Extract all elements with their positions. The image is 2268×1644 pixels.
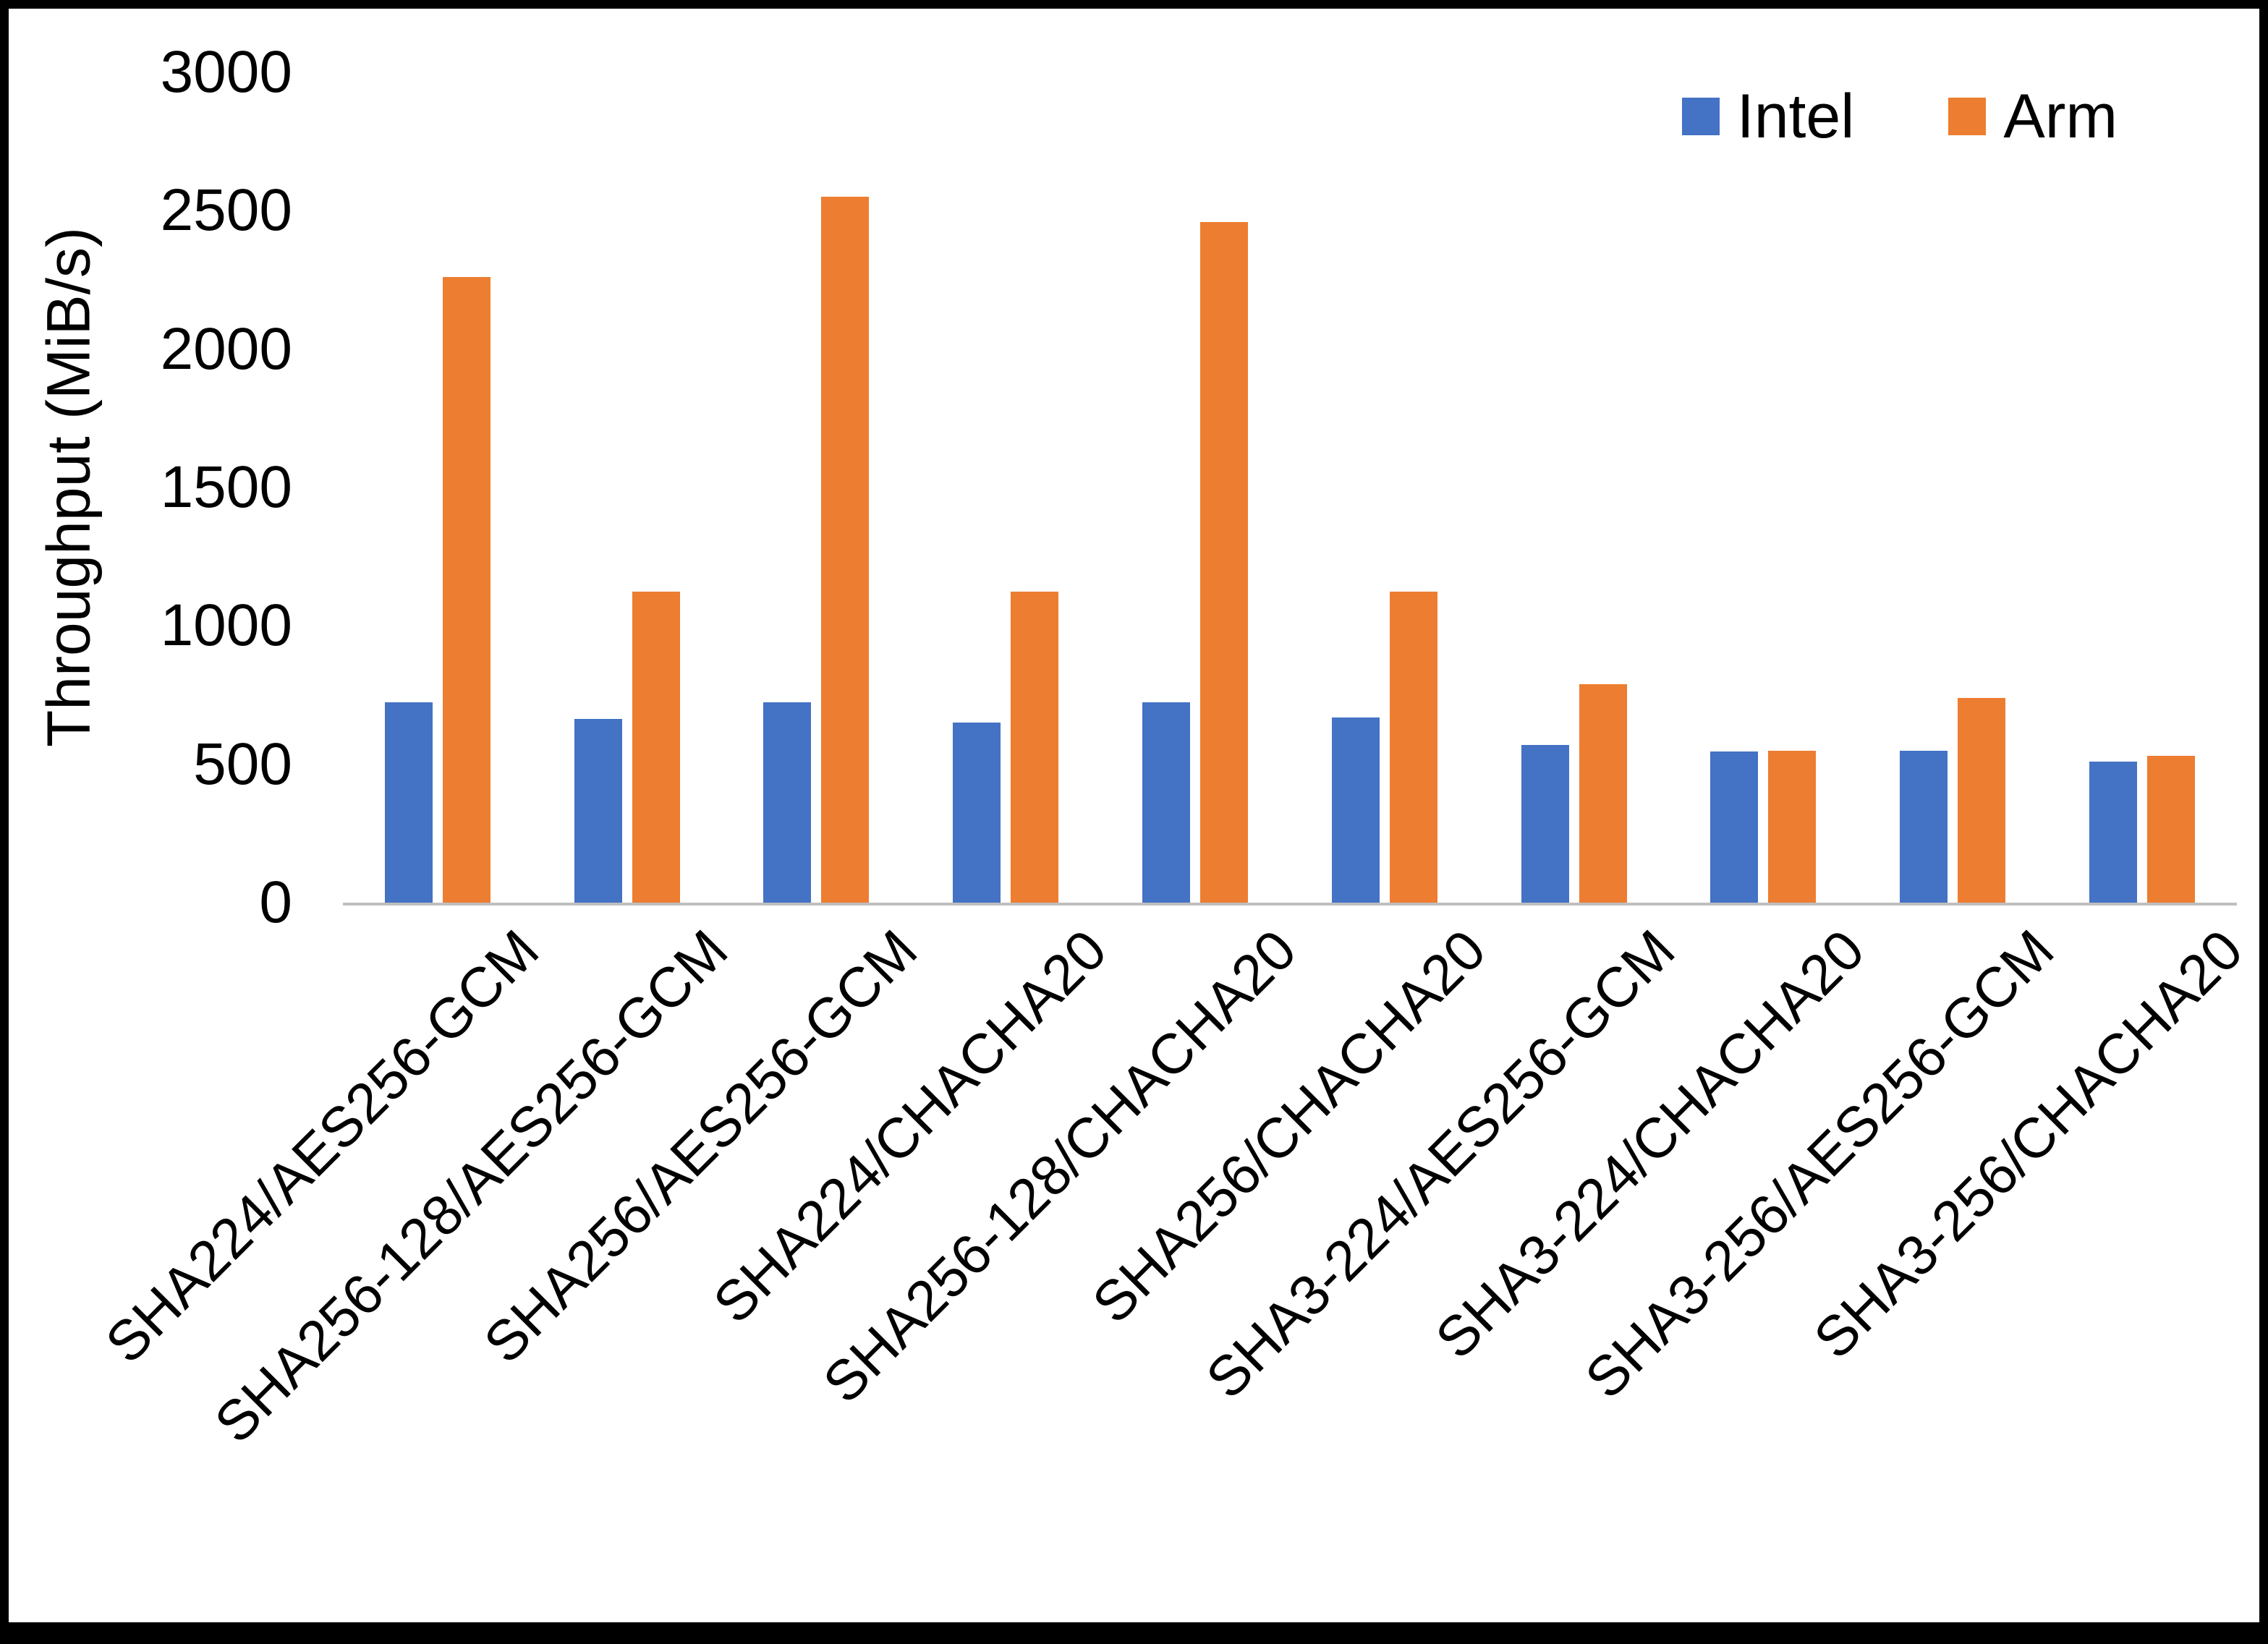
bar-intel-5 xyxy=(1331,717,1380,903)
legend: Intel Arm xyxy=(1681,82,2118,151)
bar-intel-9 xyxy=(2089,761,2138,903)
bar-group-3 xyxy=(953,72,1059,903)
bar-arm-5 xyxy=(1389,591,1437,903)
bar-arm-3 xyxy=(1011,591,1059,903)
bar-group-9 xyxy=(2089,72,2196,903)
bar-arm-0 xyxy=(442,277,490,903)
bar-intel-0 xyxy=(384,702,433,903)
y-axis-ticks: 0 500 1000 1500 2000 2500 3000 xyxy=(9,43,292,932)
bar-group-7 xyxy=(1710,72,1817,903)
legend-item-intel: Intel xyxy=(1681,82,1855,151)
bar-group-4 xyxy=(1142,72,1249,903)
y-tick-label: 500 xyxy=(193,731,292,797)
bar-arm-4 xyxy=(1200,221,1249,903)
y-tick-label: 2000 xyxy=(160,315,292,382)
bar-arm-6 xyxy=(1579,683,1627,903)
bar-intel-7 xyxy=(1710,751,1759,903)
legend-label: Arm xyxy=(2003,82,2118,151)
bar-intel-6 xyxy=(1521,744,1569,903)
bar-group-8 xyxy=(1900,72,2006,903)
bar-arm-8 xyxy=(1958,697,2006,903)
x-axis-labels: SHA224/AES256-GCM SHA256-128/AES256-GCM SH… xyxy=(93,903,2255,1554)
y-tick-label: 3000 xyxy=(160,39,292,105)
bar-intel-2 xyxy=(763,702,812,903)
bar-intel-4 xyxy=(1142,702,1191,903)
bar-group-2 xyxy=(763,72,870,903)
bar-intel-1 xyxy=(574,718,622,903)
bar-arm-7 xyxy=(1768,750,1817,903)
bar-arm-2 xyxy=(821,197,870,903)
bar-intel-8 xyxy=(1900,750,1948,903)
legend-label: Intel xyxy=(1736,82,1855,151)
bar-arm-1 xyxy=(632,591,680,903)
y-tick-label: 1000 xyxy=(160,592,292,659)
bar-chart: Throughput (MiB/s) 0 500 1000 1500 2000 2500 3… xyxy=(9,9,2259,1622)
legend-item-arm: Arm xyxy=(1948,85,2118,148)
legend-swatch-icon xyxy=(1948,98,1987,135)
y-tick-label: 0 xyxy=(259,869,292,935)
plot-area: Intel Arm SHA224/AES256-GCM SHA256-128/AES… xyxy=(93,72,2255,1455)
y-tick-label: 1500 xyxy=(160,454,292,520)
y-tick-label: 2500 xyxy=(160,177,292,244)
bar-group-0 xyxy=(384,72,490,903)
legend-swatch-icon xyxy=(1681,98,1720,135)
bar-group-1 xyxy=(574,72,680,903)
bar-intel-3 xyxy=(953,723,1001,903)
bar-group-5 xyxy=(1331,72,1437,903)
bars-container xyxy=(343,72,2237,903)
bar-group-6 xyxy=(1521,72,1627,903)
bar-arm-9 xyxy=(2147,756,2196,903)
